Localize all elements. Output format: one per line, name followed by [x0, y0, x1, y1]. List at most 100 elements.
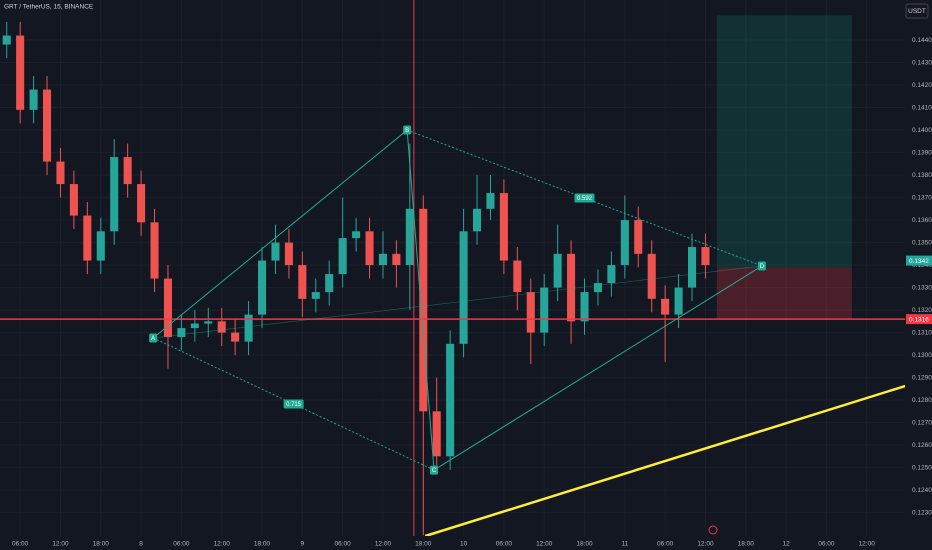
y-tick-label: 0.1300 — [912, 352, 932, 359]
y-tick-label: 0.1310 — [912, 329, 932, 336]
event-icon[interactable] — [708, 525, 718, 535]
ratio-label: 0.592 — [577, 196, 593, 202]
y-tick-label: 0.1400 — [912, 127, 932, 134]
candle-body — [446, 343, 455, 457]
y-tick-label: 0.1240 — [912, 487, 932, 494]
candle-body — [513, 260, 522, 293]
candle-body — [137, 184, 146, 223]
x-tick-label: 9 — [301, 541, 305, 548]
candle-body — [620, 220, 629, 266]
target-zone — [716, 15, 852, 268]
candle-body — [634, 220, 643, 254]
candle-body — [486, 193, 495, 209]
candle-body — [69, 184, 78, 216]
x-tick-label: 12:00 — [214, 541, 231, 548]
axes: 0.1230 0.1240 0.1250 0.1260 0.1270 0.1280 0.12… — [12, 37, 932, 548]
currency-button[interactable] — [905, 3, 929, 19]
candle-body — [83, 215, 92, 261]
y-tick-label: 0.1420 — [912, 82, 932, 89]
candle-body — [674, 287, 683, 315]
point-marker — [403, 125, 412, 135]
x-tick-label: 12:00 — [536, 541, 553, 548]
price-tag-label: 0.1342 — [909, 258, 929, 265]
candle-body — [231, 332, 240, 342]
candle-body — [271, 242, 280, 261]
x-tick-label: 12:00 — [697, 541, 714, 548]
x-tick-label: 06:00 — [173, 541, 190, 548]
candle-body — [311, 292, 320, 299]
pattern-line — [406, 130, 435, 471]
candle-body — [419, 208, 428, 412]
ratio-label: 0.715 — [286, 402, 302, 408]
point-label: A — [151, 336, 155, 342]
point-marker — [430, 465, 439, 475]
candle-body — [190, 323, 199, 329]
candle-body — [593, 283, 602, 293]
candle-body — [378, 253, 387, 266]
chart-title: GRT / TetherUS, 15, BINANCE — [4, 4, 94, 11]
candle-body — [499, 193, 508, 261]
price-axis — [905, 0, 932, 550]
candle-body — [325, 274, 334, 293]
x-tick-label: 06:00 — [335, 541, 352, 548]
candle-body — [257, 260, 267, 315]
x-tick-label: 18:00 — [415, 541, 432, 548]
x-tick-label: 06:00 — [496, 541, 513, 548]
y-tick-label: 0.1440 — [912, 37, 932, 44]
y-tick-label: 0.1280 — [912, 397, 932, 404]
candle-body — [687, 247, 697, 288]
x-tick-label: 18:00 — [93, 541, 110, 548]
candle-body — [123, 157, 132, 185]
price-tag — [906, 255, 932, 266]
candle-body — [365, 231, 374, 266]
pattern-line — [153, 265, 762, 339]
candle-body — [177, 328, 186, 338]
candle-body — [392, 253, 401, 266]
x-tick-label: 18:00 — [254, 541, 271, 548]
candle-body — [580, 292, 589, 322]
candle-body — [16, 35, 25, 110]
candle-body — [217, 321, 226, 333]
time-axis — [0, 536, 932, 550]
y-tick-label: 0.1290 — [912, 374, 932, 381]
x-tick-label: 06:00 — [12, 541, 29, 548]
point-label: B — [405, 128, 409, 134]
x-tick-label: 06:00 — [818, 541, 835, 548]
y-tick-label: 0.1370 — [912, 194, 932, 201]
y-tick-label: 0.1410 — [912, 104, 932, 111]
candle-body — [42, 89, 52, 162]
x-tick-label: 11 — [621, 541, 628, 548]
y-tick-label: 0.1390 — [912, 149, 932, 156]
candle-body — [661, 298, 670, 315]
candle-body — [338, 238, 347, 275]
y-tick-label: 0.1250 — [912, 464, 932, 471]
y-tick-label: 0.1230 — [912, 509, 932, 516]
candle-body — [405, 208, 414, 266]
y-tick-label: 0.1270 — [912, 419, 932, 426]
y-tick-label: 0.1430 — [912, 59, 932, 66]
candle-body — [2, 35, 11, 45]
candle-body — [526, 292, 535, 333]
x-tick-label: 18:00 — [738, 541, 755, 548]
candle-body — [607, 265, 616, 284]
x-tick-label: 12:00 — [859, 541, 876, 548]
x-tick-label: 12 — [782, 541, 790, 548]
y-tick-label: 0.1360 — [912, 217, 932, 224]
candle-body — [56, 161, 65, 185]
plot: A B C D 0.715 0.592 — [0, 0, 909, 538]
candle-body — [540, 287, 549, 333]
candle-body — [298, 265, 307, 299]
candle-body — [96, 231, 105, 261]
point-label: C — [432, 468, 437, 474]
point-label: D — [760, 264, 765, 270]
trend-line — [424, 383, 909, 538]
price-tag — [906, 314, 932, 325]
y-tick-label: 0.1350 — [912, 239, 932, 246]
currency-label[interactable]: USDT — [908, 8, 926, 15]
ratio-box — [574, 193, 595, 203]
candle-body — [432, 411, 441, 457]
pattern-line — [152, 129, 408, 339]
candle-body — [29, 89, 38, 110]
ratio-box — [283, 399, 304, 409]
